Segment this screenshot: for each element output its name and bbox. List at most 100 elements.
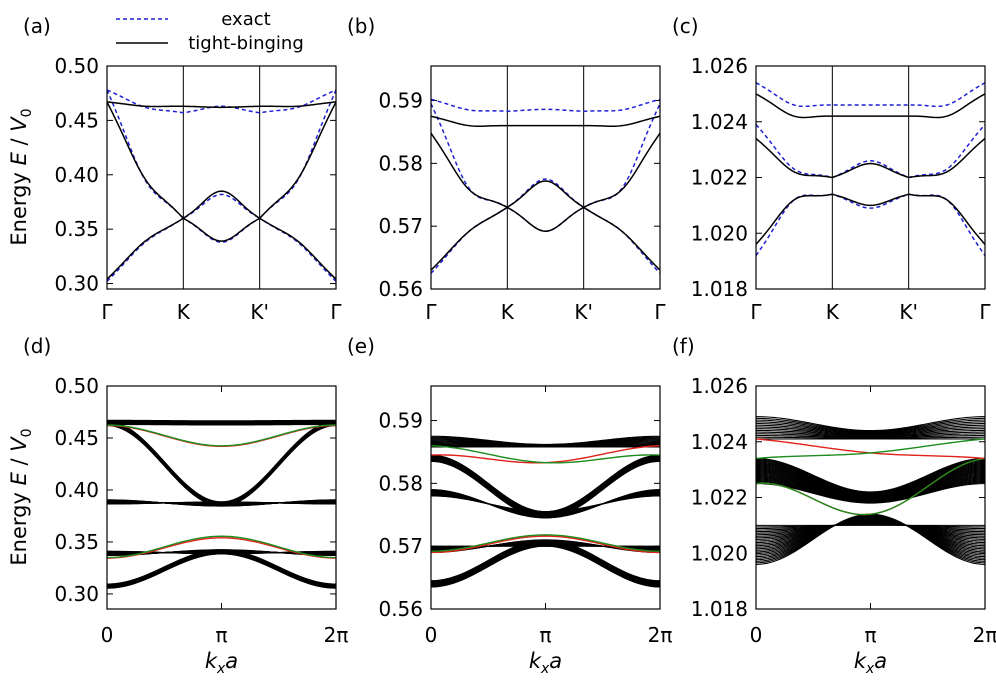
x-tick-label: Γ — [654, 300, 666, 324]
axes-frame — [430, 65, 661, 290]
panel-e: (e) 0.56 0.57 0.58 0.59 0 π 2π kxa — [347, 334, 672, 677]
y-tick-label: 0.45 — [54, 426, 99, 450]
axes-frame — [755, 65, 986, 290]
x-tick-label: π — [215, 623, 227, 647]
y-tick-label: 0.58 — [378, 471, 423, 495]
y-tick-label: 0.59 — [378, 89, 423, 113]
x-tick-label: K' — [574, 300, 593, 324]
y-tick-label: 0.30 — [54, 582, 99, 606]
panel-c: (c) 1.018 1.020 1.022 1.024 1.026 Γ K K' Γ — [672, 14, 991, 324]
exact-band — [756, 193, 985, 256]
plot-area — [107, 419, 336, 589]
bulk-band-line — [431, 454, 660, 513]
x-tick-label: π — [864, 623, 876, 647]
axes-frame — [106, 65, 337, 290]
plot-area — [431, 66, 660, 289]
y-tick-label: 0.58 — [378, 151, 423, 175]
plot-area — [756, 66, 985, 289]
exact-band — [107, 89, 336, 114]
x-axis-label-a: a — [874, 649, 887, 673]
x-axis-label-sub: x — [865, 661, 875, 677]
tight-binding-band — [107, 101, 336, 109]
x-axis-label-k: k — [205, 649, 218, 673]
edge-state-green — [756, 438, 985, 460]
panel-d: (d) 0.30 0.35 0.40 0.45 0.50 0 π 2π kxa — [23, 334, 348, 677]
y-tick-label: 0.35 — [54, 530, 99, 554]
x-tick-label: 0 — [750, 623, 763, 647]
y-tick-label: 0.56 — [378, 277, 423, 301]
legend-exact-label: exact — [221, 9, 270, 30]
bulk-band-line — [756, 434, 985, 439]
x-axis-label: kxa — [854, 649, 887, 677]
y-tick-label: 1.026 — [691, 374, 748, 398]
tight-binding-band — [431, 206, 660, 271]
bulk-band-line — [107, 420, 336, 503]
panel-a: (a) 0.30 0.35 0.40 0.45 0.50 Γ K K' Γ — [23, 14, 342, 324]
x-tick-label: K' — [250, 300, 269, 324]
y-tick-label: 1.022 — [691, 486, 748, 510]
panel-b: (b) 0.56 0.57 0.58 0.59 Γ K K' Γ — [347, 14, 666, 324]
y-tick-label: 0.59 — [378, 409, 423, 433]
exact-band — [431, 98, 660, 112]
bulk-band-line — [107, 419, 336, 422]
x-tick-label: Γ — [979, 300, 991, 324]
y-tick-label: 0.45 — [54, 108, 99, 132]
bulk-band-line — [756, 436, 985, 439]
x-tick-label: K' — [899, 300, 918, 324]
x-tick-label: 2π — [648, 623, 673, 647]
x-axis-label: kxa — [205, 649, 238, 677]
y-tick-label: 1.024 — [691, 110, 748, 134]
bulk-band-line — [756, 426, 985, 436]
exact-band — [431, 103, 660, 209]
bulk-band-line — [756, 457, 985, 493]
bulk-band-line — [756, 417, 985, 432]
panel-label-c: (c) — [672, 14, 699, 38]
y-tick-label: 1.024 — [691, 430, 748, 454]
bulk-band-line — [756, 422, 985, 434]
x-tick-label: 2π — [973, 623, 996, 647]
x-axis-label-a: a — [225, 649, 238, 673]
bulk-band-line — [756, 431, 985, 437]
x-tick-label: K — [177, 300, 191, 324]
edge-state-green — [107, 535, 336, 559]
tight-binding-band — [756, 137, 985, 179]
legend: exact tight-binging — [116, 9, 304, 54]
y-tick-label: 0.40 — [54, 163, 99, 187]
bulk-band-line — [756, 429, 985, 437]
tight-binding-band — [756, 93, 985, 119]
x-axis-label: kxa — [529, 649, 562, 677]
y-tick-label: 1.020 — [691, 541, 748, 565]
y-tick-label: 0.40 — [54, 478, 99, 502]
panel-f: (f) 1.018 1.020 1.022 1.024 1.026 0 π 2π kxa — [672, 334, 996, 677]
y-tick-label: 0.56 — [378, 597, 423, 621]
svg-text:Energy E / V0: Energy E / V0 — [7, 428, 35, 565]
y-tick-label: 1.018 — [691, 277, 748, 301]
y-tick-label: 0.57 — [378, 214, 423, 238]
edge-state-green — [107, 424, 336, 447]
x-tick-label: Γ — [425, 300, 437, 324]
y-axis-label-top: Energy E / V0 — [7, 108, 35, 245]
x-tick-label: K — [501, 300, 515, 324]
svg-text:Energy E / V0: Energy E / V0 — [7, 108, 35, 245]
panel-label-e: (e) — [347, 334, 375, 358]
tight-binding-band — [431, 132, 660, 209]
y-tick-label: 0.50 — [54, 374, 99, 398]
axes-frame — [106, 385, 337, 610]
exact-band — [756, 82, 985, 108]
x-tick-label: 2π — [324, 623, 349, 647]
bulk-band-line — [756, 424, 985, 435]
panel-label-b: (b) — [347, 14, 375, 38]
edge-state-red — [107, 537, 336, 559]
y-tick-label: 0.57 — [378, 534, 423, 558]
legend-tight-binding-label: tight-binging — [188, 33, 304, 54]
plot-area — [107, 66, 336, 289]
edge-state-red — [431, 535, 660, 554]
x-axis-label-sub: x — [216, 661, 226, 677]
bulk-band-line — [756, 433, 985, 438]
axes-frame — [755, 385, 986, 610]
y-tick-label: 0.30 — [54, 272, 99, 296]
edge-state-green — [431, 444, 660, 464]
edge-state-green — [756, 457, 985, 516]
panel-label-d: (d) — [23, 334, 51, 358]
